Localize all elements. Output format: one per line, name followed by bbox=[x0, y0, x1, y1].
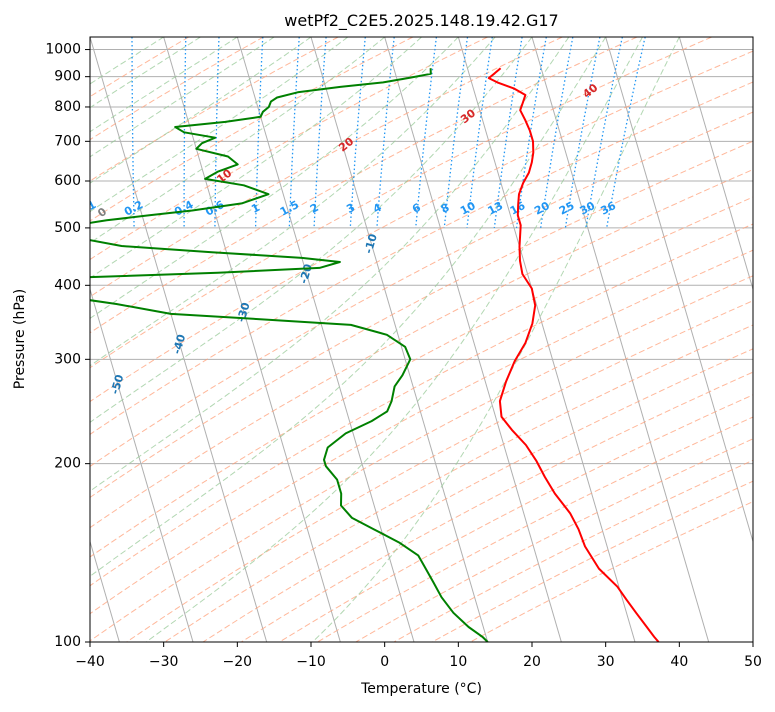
mixing-ratio-line bbox=[444, 37, 467, 228]
moist-adiabat-line bbox=[0, 37, 201, 642]
isotherm-line bbox=[16, 37, 193, 642]
isotherm-label: -30 bbox=[235, 301, 253, 324]
x-tick-label: 30 bbox=[597, 654, 615, 670]
mixing-ratio-label: 25 bbox=[557, 199, 577, 218]
y-tick-label: 200 bbox=[54, 456, 81, 472]
isotherm-line bbox=[753, 37, 775, 642]
x-tick-label: −10 bbox=[296, 654, 326, 670]
y-tick-label: 700 bbox=[54, 133, 81, 149]
y-tick-label: 300 bbox=[54, 351, 81, 367]
dry-adiabat-line bbox=[165, 37, 775, 642]
x-tick-label: −30 bbox=[149, 654, 179, 670]
mixing-ratio-line bbox=[586, 37, 623, 228]
y-tick-label: 500 bbox=[54, 220, 81, 236]
y-axis-label: Pressure (hPa) bbox=[12, 289, 28, 389]
isotherm-label: -40 bbox=[170, 333, 188, 356]
isotherm-label: -60 bbox=[47, 416, 65, 439]
moist-adiabat-line bbox=[0, 37, 385, 642]
isotherm-line bbox=[164, 37, 341, 642]
moist-adiabat-line bbox=[0, 37, 274, 642]
mixing-ratio-label: 0.4 bbox=[172, 198, 196, 219]
dry-adiabat-line bbox=[127, 37, 775, 642]
isotherm-line bbox=[458, 37, 635, 642]
isotherm-label: -50 bbox=[108, 373, 126, 396]
isotherm-line bbox=[532, 37, 709, 642]
x-tick-label: −40 bbox=[75, 654, 105, 670]
y-tick-label: 100 bbox=[54, 634, 81, 650]
y-tick-label: 1000 bbox=[45, 42, 81, 58]
mixing-ratio-label: 10 bbox=[458, 199, 478, 218]
mixing-ratio-line bbox=[377, 37, 394, 228]
isotherm-label: -10 bbox=[362, 232, 380, 255]
isotherm-line bbox=[606, 37, 775, 642]
mixing-ratio-line bbox=[314, 37, 326, 228]
mixing-ratio-label: 36 bbox=[598, 199, 618, 218]
mixing-ratio-label: 8 bbox=[439, 201, 452, 216]
x-tick-label: 20 bbox=[523, 654, 541, 670]
x-tick-label: −20 bbox=[223, 654, 253, 670]
y-tick-label: 400 bbox=[54, 277, 81, 293]
dry-adiabat-line bbox=[88, 37, 775, 642]
dry-adiabat-line bbox=[0, 37, 264, 642]
mixing-ratio-line bbox=[132, 37, 134, 228]
x-tick-label: 10 bbox=[449, 654, 467, 670]
grid-layer bbox=[0, 37, 775, 642]
mixing-ratio-line bbox=[350, 37, 365, 228]
y-tick-label: 800 bbox=[54, 99, 81, 115]
isotherm-label: -70 bbox=[0, 468, 7, 491]
chart-title: wetPf2_C2E5.2025.148.19.42.G17 bbox=[284, 11, 558, 31]
mixing-ratio-line bbox=[607, 37, 646, 228]
dry-adiabat-line bbox=[203, 37, 775, 642]
mixing-ratio-label: 2 bbox=[308, 201, 321, 216]
dry-adiabat-line bbox=[470, 37, 775, 642]
y-tick-label: 600 bbox=[54, 173, 81, 189]
mixing-ratio-label: 1.5 bbox=[278, 198, 301, 219]
moist-adiabat-line bbox=[313, 37, 680, 642]
mixing-ratio-label: 0.1 bbox=[75, 198, 98, 219]
mixing-ratio-line bbox=[416, 37, 437, 228]
potential-temperature-label: 0 bbox=[95, 205, 109, 220]
mixing-ratio-line bbox=[82, 37, 88, 228]
moist-adiabat-line bbox=[0, 37, 458, 642]
isotherm-label: -20 bbox=[297, 262, 315, 285]
potential-temperature-label: 20 bbox=[336, 135, 356, 155]
moist-adiabat-line bbox=[0, 37, 569, 642]
moist-adiabat-line bbox=[0, 37, 237, 642]
dry-adiabat-line bbox=[0, 37, 338, 642]
dry-adiabat-line bbox=[0, 37, 189, 642]
dry-adiabat-line bbox=[356, 37, 775, 642]
potential-temperature-label: 40 bbox=[580, 81, 600, 101]
mixing-ratio-label: 20 bbox=[532, 199, 552, 218]
y-tick-label: 900 bbox=[54, 69, 81, 85]
mixing-ratio-label: 13 bbox=[486, 199, 506, 218]
x-tick-label: 40 bbox=[670, 654, 688, 670]
x-tick-label: 0 bbox=[380, 654, 389, 670]
x-axis-label: Temperature (°C) bbox=[360, 681, 482, 697]
mixing-ratio-label: 1 bbox=[249, 201, 262, 216]
plot-frame bbox=[90, 37, 753, 642]
dry-adiabat-line bbox=[0, 37, 637, 642]
moist-adiabat-line bbox=[0, 37, 495, 642]
x-tick-label: 50 bbox=[744, 654, 762, 670]
mixing-ratio-label: 6 bbox=[410, 201, 423, 216]
